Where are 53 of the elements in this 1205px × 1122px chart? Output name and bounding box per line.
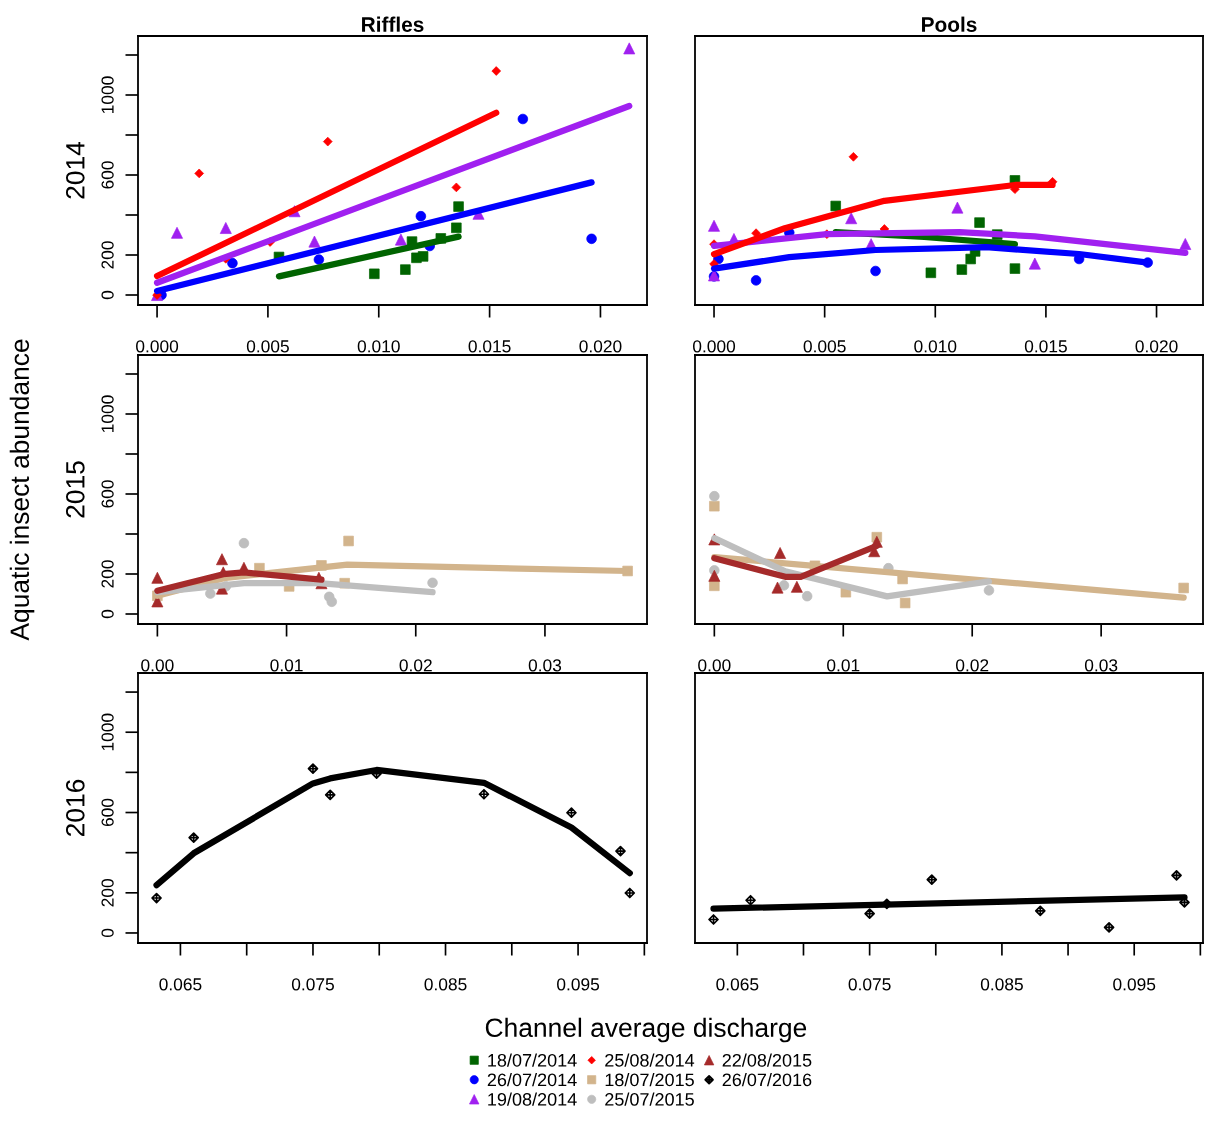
y-tick-label: 600 bbox=[101, 161, 114, 189]
y-tick-label: 0 bbox=[101, 290, 114, 300]
x-tick-label: 0.065 bbox=[716, 978, 759, 991]
x-tick-label: 0.015 bbox=[468, 340, 511, 353]
x-tick-label: 0.020 bbox=[1135, 340, 1178, 353]
x-tick-label: 0.03 bbox=[528, 659, 562, 672]
x-tick-label: 0.00 bbox=[141, 659, 174, 672]
y-tick-label: 600 bbox=[101, 798, 114, 827]
legend-label: 18/07/2014 bbox=[488, 1053, 577, 1067]
x-tick-label: 0.00 bbox=[698, 659, 731, 672]
y-tick-label: 0 bbox=[101, 928, 114, 938]
x-tick-label: 0.075 bbox=[291, 978, 334, 991]
y-axis-title: 2014 bbox=[65, 141, 85, 199]
legend-label: 18/07/2015 bbox=[605, 1072, 694, 1087]
x-tick-label: 0.01 bbox=[270, 659, 303, 672]
x-tick-label: 0.005 bbox=[803, 340, 846, 353]
y-tick-label: 200 bbox=[101, 560, 114, 588]
chart-title: Pools bbox=[922, 16, 977, 32]
x-axis-title: Channel average discharge bbox=[485, 1017, 807, 1043]
y-tick-label: 600 bbox=[101, 480, 114, 508]
text: Aquatic insect abundance bbox=[9, 339, 35, 641]
legend-label: 22/08/2015 bbox=[722, 1053, 812, 1067]
x-tick-label: 0.095 bbox=[1113, 978, 1156, 991]
legend-label: 25/07/2015 bbox=[605, 1092, 694, 1106]
x-tick-label: 0.075 bbox=[848, 978, 891, 991]
y-tick-label: 1000 bbox=[101, 713, 114, 751]
x-tick-label: 0.095 bbox=[557, 978, 600, 991]
legend-label: 26/07/2014 bbox=[487, 1072, 577, 1087]
y-tick-label: 200 bbox=[101, 879, 114, 907]
x-tick-label: 0.085 bbox=[980, 978, 1023, 991]
x-tick-label: 0.000 bbox=[136, 340, 179, 353]
x-tick-label: 0.085 bbox=[424, 978, 467, 991]
y-tick-label: 1000 bbox=[101, 395, 114, 432]
y-tick-label: 0 bbox=[101, 609, 114, 619]
x-tick-label: 0.02 bbox=[399, 659, 432, 672]
x-tick-label: 0.010 bbox=[914, 340, 957, 353]
y-axis-title: 2016 bbox=[65, 779, 85, 837]
x-tick-label: 0.015 bbox=[1024, 340, 1067, 353]
legend-label: 26/07/2016 bbox=[722, 1072, 812, 1087]
x-tick-label: 0.000 bbox=[692, 340, 736, 353]
legend-label: 19/08/2014 bbox=[488, 1092, 577, 1106]
x-tick-label: 0.020 bbox=[579, 340, 622, 353]
y-tick-label: 200 bbox=[101, 241, 114, 269]
x-tick-label: 0.065 bbox=[159, 978, 202, 991]
legend-label: 25/08/2014 bbox=[605, 1053, 695, 1067]
chart-title: Riffles bbox=[362, 16, 424, 32]
x-tick-label: 0.03 bbox=[1084, 659, 1118, 672]
x-tick-label: 0.01 bbox=[827, 659, 860, 672]
y-tick-label: 1000 bbox=[101, 76, 114, 113]
y-axis-title: 2015 bbox=[65, 461, 85, 518]
x-tick-label: 0.005 bbox=[246, 340, 289, 353]
x-tick-label: 0.010 bbox=[357, 340, 400, 353]
x-tick-label: 0.02 bbox=[955, 659, 989, 672]
